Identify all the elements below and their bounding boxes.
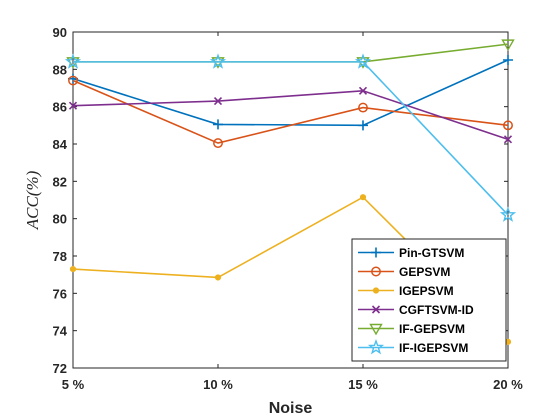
plus-marker bbox=[371, 247, 381, 258]
x-tick-label: 20 % bbox=[493, 377, 523, 392]
circle-marker bbox=[503, 120, 513, 131]
legend-item: IF-IGEPSVM bbox=[358, 338, 468, 355]
series-line bbox=[72, 89, 509, 141]
y-tick-label: 78 bbox=[53, 249, 67, 264]
circle-marker bbox=[68, 75, 78, 86]
x-marker bbox=[213, 97, 223, 106]
series-line bbox=[73, 61, 509, 216]
y-tick-label: 88 bbox=[53, 62, 67, 77]
legend-item: IGEPSVM bbox=[358, 284, 454, 298]
triangle-down-marker bbox=[369, 323, 383, 336]
y-tick-label: 84 bbox=[53, 137, 68, 152]
y-tick-label: 74 bbox=[53, 324, 68, 339]
series-cgftsvm-id bbox=[68, 86, 513, 144]
y-axis-title: ACC(%) bbox=[23, 170, 42, 230]
circle-marker bbox=[358, 102, 368, 113]
x-tick-label: 5 % bbox=[62, 377, 85, 392]
legend-label: IF-IGEPSVM bbox=[399, 341, 468, 355]
star-marker bbox=[499, 206, 517, 222]
plus-marker bbox=[213, 119, 223, 130]
legend-item: Pin-GTSVM bbox=[358, 246, 464, 260]
y-tick-label: 86 bbox=[53, 100, 67, 115]
x-marker bbox=[358, 86, 368, 95]
legend-label: CGFTSVM-ID bbox=[399, 303, 474, 317]
series-line bbox=[72, 79, 509, 144]
circle-marker bbox=[371, 266, 381, 277]
legend-item: IF-GEPSVM bbox=[358, 322, 465, 336]
legend-label: IF-GEPSVM bbox=[399, 322, 465, 336]
x-tick-label: 15 % bbox=[348, 377, 378, 392]
star-marker bbox=[354, 53, 372, 69]
y-tick-label: 90 bbox=[53, 25, 67, 40]
legend: Pin-GTSVM GEPSVM IGEPSVM CGFTSVM-ID IF-GEPSV… bbox=[351, 238, 507, 362]
y-axis-ticks: 72 74 76 78 80 82 84 86 88 90 bbox=[53, 25, 508, 376]
series-if-igepsvm bbox=[64, 53, 517, 222]
plus-marker bbox=[358, 120, 368, 131]
x-marker bbox=[68, 101, 78, 110]
x-marker bbox=[503, 135, 513, 144]
y-tick-label: 72 bbox=[53, 361, 67, 376]
legend-label: IGEPSVM bbox=[399, 284, 454, 298]
circle-marker bbox=[213, 138, 223, 149]
x-marker bbox=[371, 305, 381, 314]
series-group bbox=[64, 39, 517, 345]
legend-box bbox=[351, 238, 507, 362]
legend-item: GEPSVM bbox=[358, 265, 450, 279]
legend-label: GEPSVM bbox=[399, 265, 450, 279]
series-gepsvm bbox=[68, 75, 513, 149]
triangle-down-marker bbox=[501, 39, 515, 52]
star-marker bbox=[64, 53, 82, 69]
plus-marker bbox=[503, 55, 513, 65]
dot-marker bbox=[372, 287, 380, 294]
y-tick-label: 80 bbox=[53, 212, 67, 227]
legend-label: Pin-GTSVM bbox=[399, 246, 464, 260]
dot-marker bbox=[69, 265, 77, 273]
y-tick-label: 82 bbox=[53, 174, 67, 189]
x-axis-title: Noise bbox=[269, 400, 313, 417]
dot-marker bbox=[359, 194, 367, 201]
x-tick-label: 10 % bbox=[203, 377, 233, 392]
legend-item: CGFTSVM-ID bbox=[358, 303, 474, 317]
star-marker bbox=[367, 338, 385, 355]
x-axis-ticks: 5 % 10 % 15 % 20 % bbox=[62, 32, 523, 392]
y-tick-label: 76 bbox=[53, 286, 67, 301]
dot-marker bbox=[214, 274, 222, 281]
star-marker bbox=[209, 53, 227, 69]
